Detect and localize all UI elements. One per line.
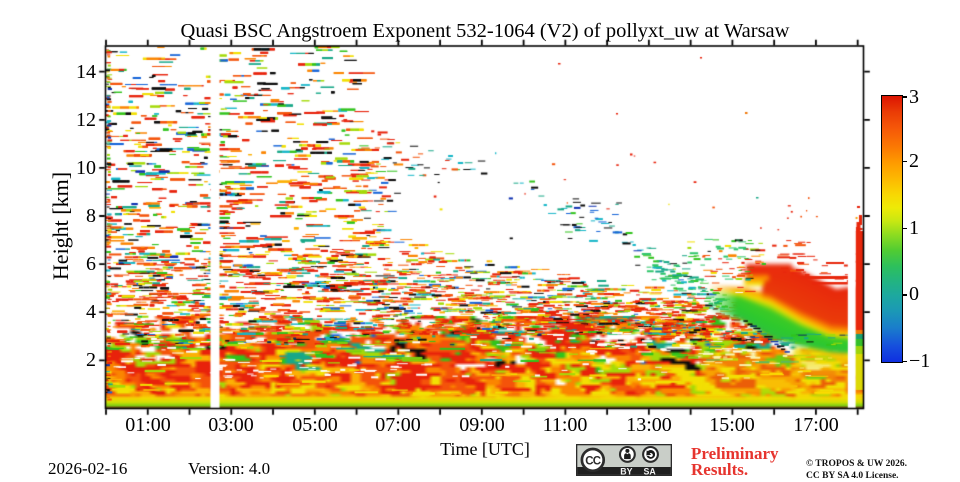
svg-text:SA: SA	[643, 466, 656, 476]
svg-text:CC: CC	[585, 455, 601, 467]
svg-text:BY: BY	[620, 466, 632, 476]
